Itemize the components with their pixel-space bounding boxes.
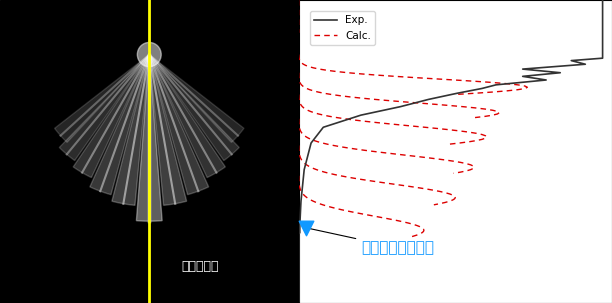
Y-axis label: Y position [pixel]: Y position [pixel] bbox=[249, 102, 262, 201]
Polygon shape bbox=[149, 55, 239, 161]
Point bbox=[302, 225, 312, 230]
Exp. bbox=[599, 0, 606, 2]
Line: Exp.: Exp. bbox=[299, 0, 603, 302]
Exp. bbox=[599, 48, 606, 52]
Polygon shape bbox=[54, 55, 149, 142]
Exp. bbox=[295, 300, 302, 303]
Exp. bbox=[300, 173, 307, 176]
Polygon shape bbox=[149, 55, 225, 178]
Polygon shape bbox=[90, 55, 149, 195]
Polygon shape bbox=[112, 55, 149, 205]
Polygon shape bbox=[149, 55, 209, 195]
Exp. bbox=[327, 123, 335, 127]
Text: 着目対象軸: 着目対象軸 bbox=[181, 260, 218, 273]
Circle shape bbox=[137, 42, 161, 67]
Polygon shape bbox=[149, 55, 187, 205]
Legend: Exp., Calc.: Exp., Calc. bbox=[310, 11, 376, 45]
Polygon shape bbox=[149, 55, 244, 142]
Polygon shape bbox=[136, 55, 162, 221]
Polygon shape bbox=[73, 55, 149, 178]
Exp. bbox=[295, 288, 302, 291]
Exp. bbox=[297, 207, 304, 210]
Polygon shape bbox=[59, 55, 149, 161]
Text: ペネトレーション: ペネトレーション bbox=[309, 228, 435, 255]
Exp. bbox=[338, 119, 346, 123]
